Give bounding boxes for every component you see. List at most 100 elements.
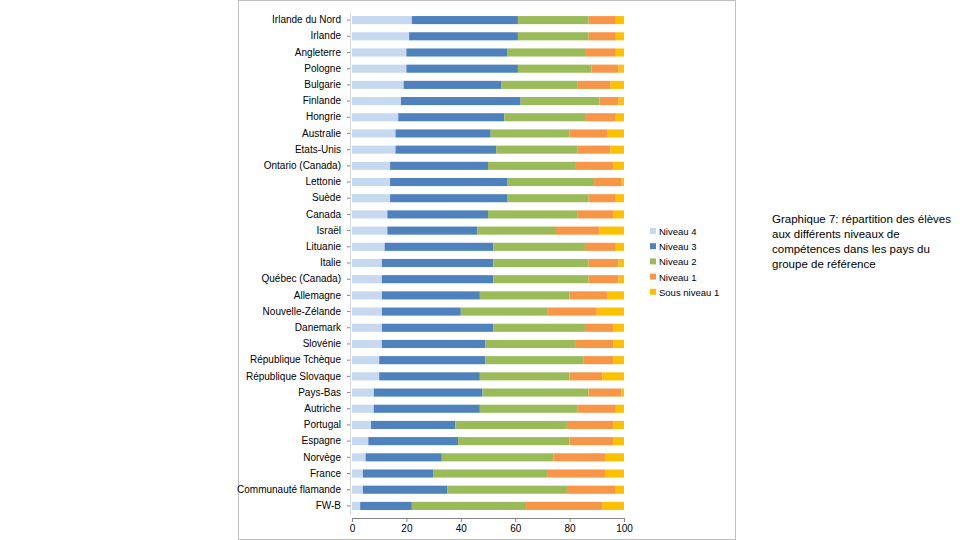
y-tick-mark: [347, 52, 350, 53]
bar-segment: [613, 210, 624, 218]
y-tick: Finlande: [303, 95, 350, 106]
bar-segment: [589, 275, 619, 283]
bar-segment: [619, 275, 624, 283]
bar-segment: [352, 340, 382, 348]
y-tick: Nouvelle-Zélande: [263, 306, 350, 317]
x-tick-label: 60: [510, 523, 522, 534]
y-axis: Irlande du NordIrlandeAngleterrePologneB…: [237, 13, 350, 515]
bar-segment: [578, 405, 616, 413]
y-tick: Irlande du Nord: [272, 14, 350, 25]
bar-segment: [363, 486, 447, 494]
bar-segment: [442, 453, 554, 461]
bar-segment: [602, 372, 624, 380]
bar-segment: [352, 275, 382, 283]
bar-segment: [613, 356, 624, 364]
bar-segment: [480, 372, 570, 380]
y-tick: Québec (Canada): [262, 273, 351, 284]
bar-segment: [570, 437, 614, 445]
bar-segment: [613, 421, 624, 429]
bar-segment: [493, 243, 585, 251]
legend-label: Sous niveau 1: [659, 287, 719, 298]
bar-segment: [385, 243, 494, 251]
y-tick: Suède: [312, 192, 350, 203]
bar-segment: [586, 243, 616, 251]
y-tick: Hongrie: [306, 111, 350, 122]
y-tick: République Tchèque: [250, 354, 350, 365]
bar-segment: [570, 372, 603, 380]
y-tick-label: République Slovaque: [246, 371, 342, 382]
y-tick-label: Pays-Bas: [298, 387, 341, 398]
bar-segment: [496, 146, 578, 154]
y-tick: Autriche: [304, 403, 350, 414]
y-tick-label: Finlande: [303, 95, 342, 106]
legend-item: Niveau 1: [650, 272, 697, 283]
chart-frame: [239, 1, 736, 540]
bar-segment: [401, 97, 521, 105]
bar-segment: [610, 146, 624, 154]
bar-segment: [589, 389, 622, 397]
x-tick-label: 40: [456, 523, 468, 534]
bar-segment: [352, 227, 387, 235]
y-tick: Allemagne: [294, 290, 350, 301]
bar-segment: [589, 32, 616, 40]
y-tick-mark: [347, 327, 350, 328]
y-tick-label: Lituanie: [306, 241, 341, 252]
bar-segment: [352, 32, 409, 40]
y-tick-mark: [347, 424, 350, 425]
y-tick-mark: [347, 84, 350, 85]
bar-segment: [352, 421, 371, 429]
bar-segment: [352, 146, 396, 154]
bar-segment: [613, 340, 624, 348]
bar-segment: [352, 324, 382, 332]
bar-segment: [567, 421, 613, 429]
y-tick-mark: [347, 473, 350, 474]
bar-segment: [548, 308, 597, 316]
bar-segment: [396, 146, 497, 154]
x-tick-label: 20: [401, 523, 413, 534]
bar-segment: [526, 502, 602, 510]
bar-segment: [567, 486, 616, 494]
y-tick-mark: [347, 101, 350, 102]
bar-segment: [455, 421, 567, 429]
bar-segment: [360, 502, 412, 510]
legend-swatch: [650, 243, 656, 249]
bar-segment: [404, 81, 502, 89]
bar-segment: [483, 389, 589, 397]
y-tick: Lettonie: [305, 176, 350, 187]
bar-segment: [597, 308, 624, 316]
bar-segment: [600, 97, 619, 105]
bar-segment: [366, 453, 442, 461]
bar-segment: [352, 469, 363, 477]
bar-segment: [493, 259, 588, 267]
y-tick-label: Ontario (Canada): [264, 160, 341, 171]
y-tick-label: Hongrie: [306, 111, 341, 122]
y-tick: Slovénie: [303, 338, 350, 349]
y-tick-label: Espagne: [302, 435, 342, 446]
y-tick-mark: [347, 214, 350, 215]
bar-segment: [352, 81, 404, 89]
chart: 020406080100Irlande du NordIrlandeAnglet…: [0, 0, 960, 540]
bar-segment: [521, 97, 600, 105]
y-tick-label: France: [310, 468, 342, 479]
bar-segment: [480, 291, 570, 299]
y-tick-label: Canada: [306, 209, 341, 220]
bar-segment: [447, 486, 567, 494]
x-tick: 60: [510, 518, 522, 534]
bar-segment: [578, 146, 611, 154]
bar-segment: [352, 16, 412, 24]
bars: [352, 16, 624, 510]
bar-segment: [352, 405, 374, 413]
y-tick-label: Angleterre: [295, 47, 342, 58]
y-tick-label: Bulgarie: [304, 79, 341, 90]
bar-segment: [507, 48, 586, 56]
bar-segment: [412, 502, 526, 510]
x-tick-label: 80: [565, 523, 577, 534]
bar-segment: [409, 32, 518, 40]
bar-segment: [548, 469, 605, 477]
bar-segment: [493, 324, 585, 332]
y-tick-label: Israël: [317, 225, 341, 236]
y-tick-mark: [347, 263, 350, 264]
y-tick: FW-B: [316, 500, 350, 511]
bar-segment: [480, 405, 578, 413]
bar-segment: [570, 291, 608, 299]
